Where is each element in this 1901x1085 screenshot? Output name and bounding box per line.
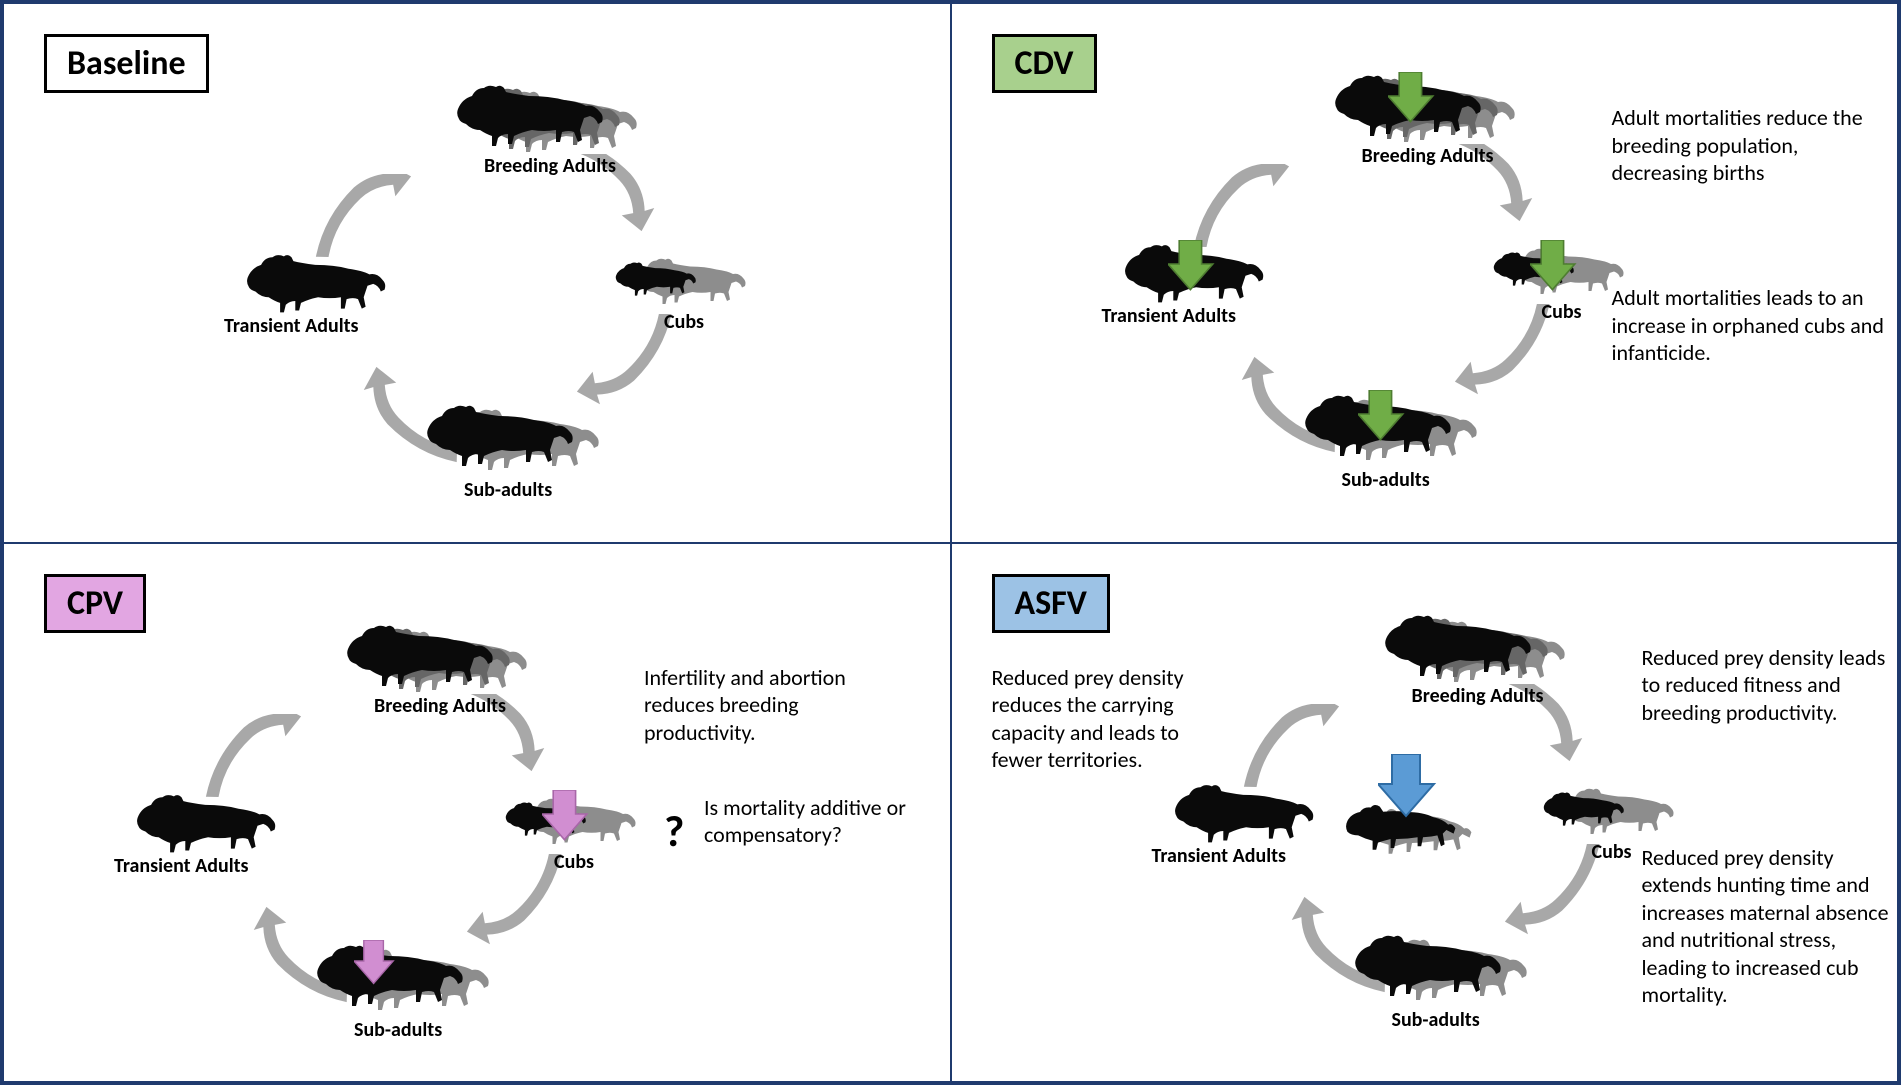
impact-arrow-transient	[1168, 240, 1224, 302]
panel-title-baseline: Baseline	[44, 34, 209, 93]
panel-title-text: ASFV	[1015, 583, 1087, 624]
label-cubs: Cubs	[1542, 300, 1582, 324]
cycle-asfv: Breeding Adults Cubs Sub-adults Transien…	[1182, 594, 1662, 1034]
label-cubs: Cubs	[554, 850, 594, 874]
tiger-transient	[244, 244, 404, 324]
label-subadults: Sub-adults	[1392, 1008, 1480, 1032]
label-subadults: Sub-adults	[354, 1018, 442, 1042]
panel-title-text: CDV	[1015, 43, 1074, 84]
label-breeding: Breeding Adults	[1412, 684, 1544, 708]
cycle-baseline: Breeding Adults Cubs Sub-adults Transien…	[254, 64, 734, 504]
panel-baseline: Baseline Breeding Adults	[3, 3, 951, 543]
label-transient: Transient Adults	[224, 314, 359, 338]
label-breeding: Breeding Adults	[1362, 144, 1494, 168]
panel-asfv: ASFV Reduced prey density reduces the ca…	[951, 543, 1899, 1083]
panel-title-asfv: ASFV	[992, 574, 1110, 633]
impact-arrow-breeding	[1388, 72, 1444, 134]
tiger-breeding	[344, 614, 534, 704]
annotation-cdv-1: Adult mortalities reduce the breeding po…	[1612, 104, 1898, 187]
label-breeding: Breeding Adults	[374, 694, 506, 718]
impact-arrow-subadults	[1358, 390, 1414, 452]
cycle-cdv: Breeding Adults Cubs Sub-adults Transien…	[1132, 54, 1612, 494]
label-breeding: Breeding Adults	[484, 154, 616, 178]
tiger-transient	[134, 784, 294, 864]
label-transient: Transient Adults	[114, 854, 249, 878]
panel-title-text: Baseline	[67, 43, 186, 84]
panel-cpv: CPV Breeding Adults Cubs Su	[3, 543, 951, 1083]
tiger-breeding	[1382, 604, 1572, 694]
annotation-asfv-3: Reduced prey density extends hunting tim…	[1642, 844, 1892, 1009]
impact-arrow-subadults	[354, 940, 410, 1002]
annotation-cpv-1: Infertility and abortion reduces breedin…	[644, 664, 904, 747]
cycle-cpv: Breeding Adults Cubs Sub-adults Transien…	[144, 604, 624, 1044]
panel-cdv: CDV Breeding Adults	[951, 3, 1899, 543]
annotation-cpv-2: Is mortality additive or compensatory?	[704, 794, 924, 849]
label-subadults: Sub-adults	[464, 478, 552, 502]
label-cubs: Cubs	[664, 310, 704, 334]
impact-arrow-prey	[1378, 754, 1448, 834]
label-subadults: Sub-adults	[1342, 468, 1430, 492]
diagram-grid: Baseline Breeding Adults	[0, 0, 1901, 1085]
annotation-asfv-2: Reduced prey density leads to reduced fi…	[1642, 644, 1892, 727]
panel-title-cpv: CPV	[44, 574, 146, 633]
tiger-subadults	[424, 394, 614, 484]
impact-arrow-cubs	[542, 790, 598, 852]
tiger-transient	[1172, 774, 1332, 854]
label-cubs: Cubs	[1592, 840, 1632, 864]
tiger-subadults	[1352, 924, 1542, 1014]
annotation-cdv-2: Adult mortalities leads to an increase i…	[1612, 284, 1898, 367]
panel-title-cdv: CDV	[992, 34, 1097, 93]
question-mark: ?	[664, 804, 684, 858]
panel-title-text: CPV	[67, 583, 123, 624]
impact-arrow-cubs	[1530, 240, 1586, 302]
label-transient: Transient Adults	[1152, 844, 1287, 868]
label-transient: Transient Adults	[1102, 304, 1237, 328]
tiger-breeding	[454, 74, 644, 164]
